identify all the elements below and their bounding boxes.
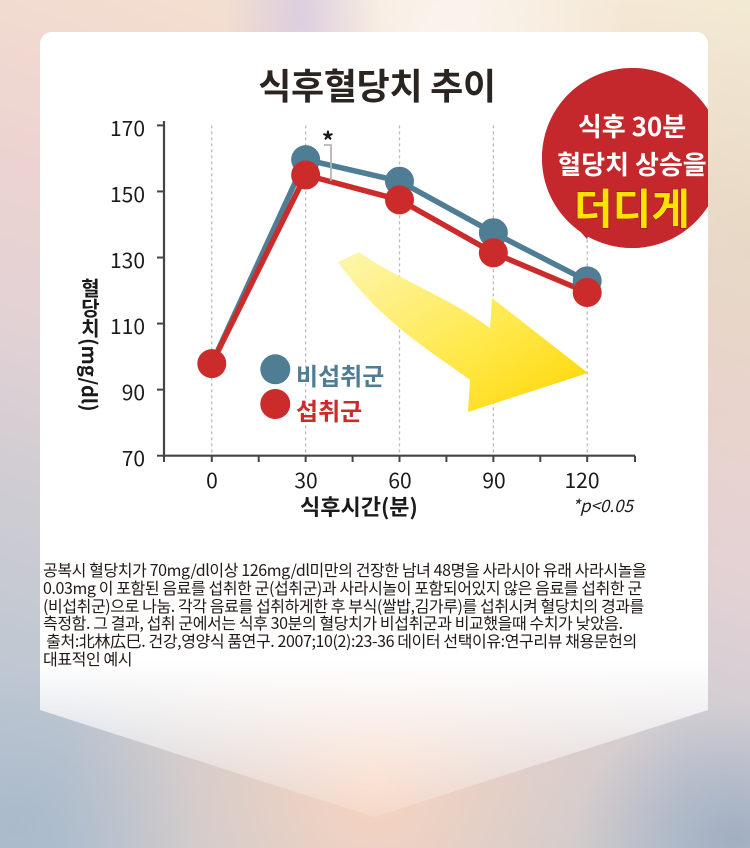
svg-text:*: *: [322, 122, 334, 157]
